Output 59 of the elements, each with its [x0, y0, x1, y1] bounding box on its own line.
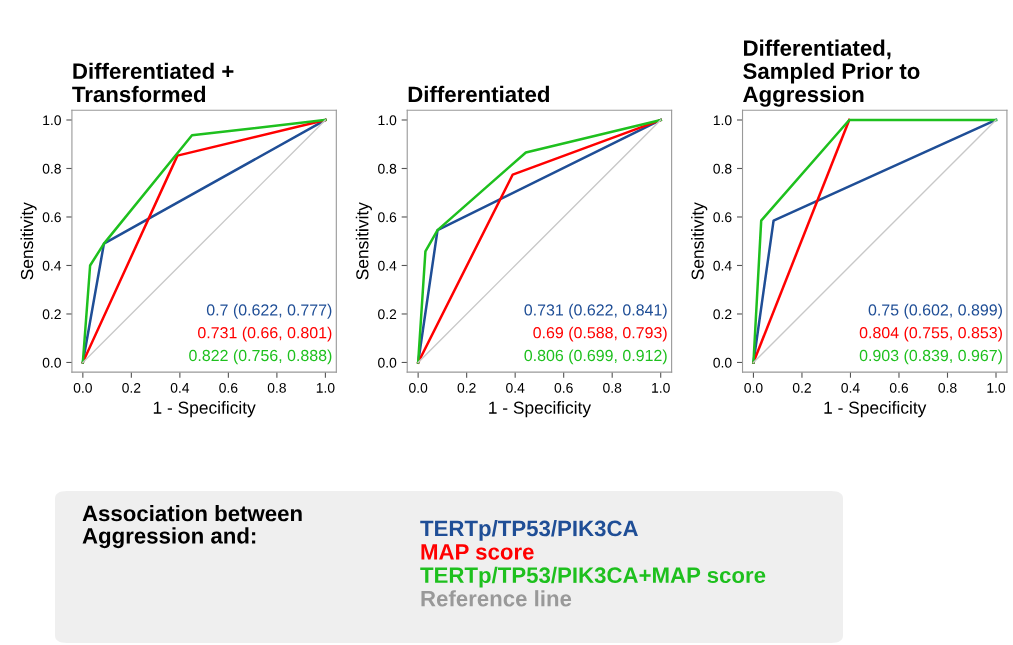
x-tick-label: 1.0 [987, 382, 1006, 393]
annotation: 0.75 (0.602, 0.899) [868, 303, 1002, 319]
y-tick-label: 1.0 [378, 115, 397, 126]
x-tick-label: 0.4 [506, 382, 525, 393]
x-tick-label: 0.8 [603, 382, 622, 393]
y-tick-label: 0.8 [42, 163, 61, 174]
x-tick-label: 0.2 [792, 382, 811, 393]
annotation: 0.822 (0.756, 0.888) [189, 349, 332, 365]
y-tick-label: 0.4 [42, 260, 62, 271]
y-tick-label: 0.4 [378, 260, 397, 271]
y-tick-label: 0.8 [378, 163, 397, 174]
legend-title: Association between Aggression and: [82, 505, 302, 549]
text: TERTp/TP53/PIK3CA+MAP score [420, 566, 766, 588]
annotation: 0.804 (0.755, 0.853) [859, 326, 1002, 342]
x-tick-label: 0.0 [744, 382, 763, 393]
y-tick-label: 0.4 [713, 260, 732, 271]
y-tick-label: 0.6 [42, 212, 61, 223]
y-tick-label: 0.2 [378, 309, 397, 320]
y-tick-label: 0.6 [713, 212, 732, 223]
chart-title: Differentiated + Transformed [72, 62, 234, 103]
annotation: 0.69 (0.588, 0.793) [533, 326, 667, 342]
x-tick-label: 0.8 [267, 382, 286, 393]
y-tick-label: 0.2 [713, 309, 732, 320]
x-tick-label: 0.2 [122, 382, 141, 393]
x-tick-label: 0.8 [938, 382, 957, 393]
x-axis-title: 1 - Specificity [824, 401, 927, 418]
y-axis-title: Sensitivity [355, 202, 372, 280]
x-tick-label: 0.4 [170, 382, 190, 393]
x-tick-label: 0.6 [219, 382, 238, 393]
y-axis-title: Sensitivity [20, 202, 37, 280]
y-tick-label: 0.0 [713, 357, 732, 368]
x-axis-title: 1 - Specificity [153, 401, 256, 418]
chart-title: Differentiated, Sampled Prior to Aggression [743, 39, 920, 107]
y-tick-label: 0.0 [42, 357, 61, 368]
text: TERTp/TP53/PIK3CA [420, 520, 638, 541]
annotation: 0.903 (0.839, 0.967) [859, 349, 1002, 365]
x-tick-label: 0.2 [457, 382, 476, 393]
text: MAP score [421, 544, 534, 560]
chart-title: Differentiated [408, 85, 549, 103]
y-tick-label: 0.2 [42, 309, 61, 320]
annotation: 0.7 (0.622, 0.777) [206, 303, 332, 319]
y-axis-title: Sensitivity [691, 202, 708, 280]
y-tick-label: 1.0 [43, 115, 61, 126]
annotation: 0.731 (0.66, 0.801) [198, 326, 332, 342]
y-tick-label: 0.6 [378, 212, 397, 223]
x-tick-label: 0.0 [409, 382, 428, 393]
x-tick-label: 0.6 [554, 382, 573, 393]
annotation: 0.731 (0.622, 0.841) [524, 303, 667, 319]
y-tick-label: 0.8 [713, 163, 732, 174]
x-tick-label: 0.6 [889, 382, 909, 393]
x-tick-label: 1.0 [652, 382, 670, 393]
x-tick-label: 1.0 [316, 382, 335, 393]
text: Reference line [421, 590, 572, 607]
y-tick-label: 0.0 [378, 357, 397, 368]
x-tick-label: 0.0 [73, 382, 92, 393]
annotation: 0.806 (0.699, 0.912) [524, 349, 667, 365]
y-tick-label: 1.0 [713, 115, 732, 126]
x-axis-title: 1 - Specificity [489, 401, 592, 418]
x-tick-label: 0.4 [841, 382, 860, 393]
